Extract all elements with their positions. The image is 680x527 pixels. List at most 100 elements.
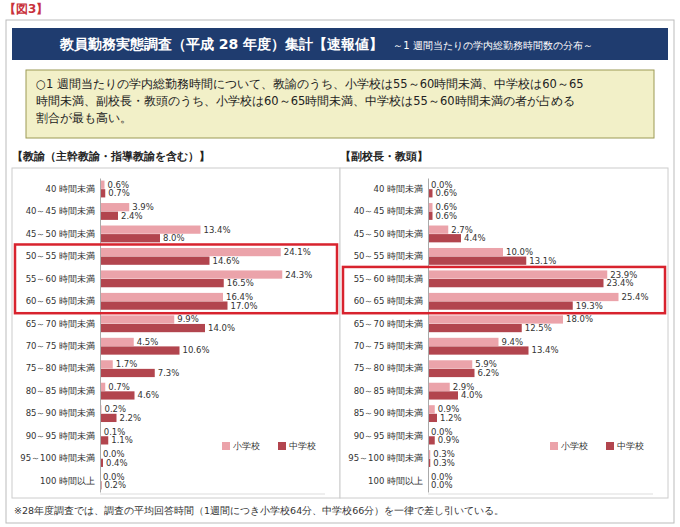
data-label: 19.3% bbox=[576, 301, 603, 311]
tick-label: 45～50 時間未満 bbox=[26, 229, 95, 239]
tick: 80～85 時間未満 bbox=[26, 386, 100, 396]
axis-line bbox=[428, 179, 429, 493]
highlight-frame bbox=[15, 244, 337, 313]
bars bbox=[100, 181, 282, 490]
data-label: 23.4% bbox=[607, 278, 634, 288]
axis-line bbox=[100, 179, 101, 493]
tick-label: 75～80 時間未満 bbox=[354, 363, 423, 373]
tick: 75～80 時間未満 bbox=[26, 363, 100, 373]
bar bbox=[428, 391, 458, 399]
bar bbox=[100, 391, 135, 399]
data-label: 4.5% bbox=[137, 337, 159, 347]
banner bbox=[12, 28, 668, 60]
x-axis-line bbox=[428, 494, 653, 495]
data-label: 0.3% bbox=[433, 458, 455, 468]
bar bbox=[100, 234, 160, 242]
tick-label: 45～50 時間未満 bbox=[354, 229, 423, 239]
x-axis-line bbox=[100, 494, 325, 495]
data-label: 16.5% bbox=[227, 278, 254, 288]
tick-label: 60～65 時間未満 bbox=[26, 296, 95, 306]
bar bbox=[428, 414, 437, 422]
bar bbox=[428, 383, 450, 391]
legend-label: 中学校 bbox=[617, 441, 644, 451]
data-label: 12.5% bbox=[525, 323, 552, 333]
plot-frame bbox=[12, 168, 340, 498]
bar bbox=[100, 315, 174, 323]
data-label: 1.7% bbox=[116, 359, 138, 369]
bar bbox=[428, 226, 448, 234]
data-label: 18.0% bbox=[566, 314, 593, 324]
data-label: 0.6% bbox=[436, 188, 458, 198]
tick: 100 時間以上 bbox=[40, 476, 100, 486]
legend-label: 中学校 bbox=[289, 441, 316, 451]
data-label: 24.1% bbox=[284, 247, 311, 257]
bar bbox=[428, 436, 435, 444]
tick-label: 95～100 時間未満 bbox=[20, 453, 95, 463]
bar bbox=[428, 301, 573, 309]
legend-label: 小学校 bbox=[561, 441, 588, 451]
tick: 40 時間未満 bbox=[373, 184, 428, 194]
tick-label: 50～55 時間未満 bbox=[26, 251, 95, 261]
bar bbox=[100, 414, 117, 422]
tick: 50～55 時間未満 bbox=[354, 251, 428, 261]
banner-text: 教員勤務実態調査（平成 28 年度）集計【速報値】～1 週間当たりの学内総勤務時… bbox=[59, 36, 593, 52]
data-label: 6.2% bbox=[478, 368, 500, 378]
data-label: 4.0% bbox=[461, 390, 483, 400]
bar bbox=[100, 369, 155, 377]
bar bbox=[100, 212, 118, 220]
data-label: 10.6% bbox=[183, 345, 210, 355]
data-label: 1.2% bbox=[440, 413, 462, 423]
tick: 45～50 時間未満 bbox=[26, 229, 100, 239]
tick: 75～80 時間未満 bbox=[354, 363, 428, 373]
data-label: 2.4% bbox=[121, 211, 143, 221]
footnote: ※28年度調査では、調査の平均回答時間（1週間につき小学校64分、中学校66分）… bbox=[14, 505, 504, 516]
data-label: 2.2% bbox=[120, 413, 142, 423]
tick: 95～100 時間未満 bbox=[348, 453, 428, 463]
tick-label: 70～75 時間未満 bbox=[354, 341, 423, 351]
legend: 小学校 中学校 bbox=[550, 441, 644, 451]
tick: 80～85 時間未満 bbox=[354, 386, 428, 396]
bar bbox=[100, 248, 281, 256]
tick-label: 70～75 時間未満 bbox=[26, 341, 95, 351]
bar bbox=[100, 324, 205, 332]
bar bbox=[100, 301, 228, 309]
tick-label: 100 時間以上 bbox=[368, 476, 423, 486]
tick-label: 55～60 時間未満 bbox=[26, 274, 95, 284]
data-labels: 0.0%0.6%2.7%10.0%23.9%25.4%18.0%9.4%5.9%… bbox=[431, 180, 649, 491]
tick-label: 40～45 時間未満 bbox=[26, 206, 95, 216]
tick: 60～65 時間未満 bbox=[354, 296, 428, 306]
tick-label: 65～70 時間未満 bbox=[26, 318, 95, 328]
data-label: 0.6% bbox=[436, 211, 458, 221]
data-label: 0.0% bbox=[431, 480, 453, 490]
data-label: 1.1% bbox=[111, 435, 133, 445]
tick: 85～90 時間未満 bbox=[354, 408, 428, 418]
bar bbox=[428, 338, 499, 346]
tick: 90～95 時間未満 bbox=[26, 431, 100, 441]
bar bbox=[428, 346, 529, 354]
tick: 40～45 時間未満 bbox=[354, 206, 428, 216]
tick-label: 65～70 時間未満 bbox=[354, 318, 423, 328]
data-label: 0.7% bbox=[108, 188, 130, 198]
tick: 70～75 時間未満 bbox=[26, 341, 100, 351]
chart-title: 【副校長・教頭】 bbox=[340, 150, 428, 163]
legend-swatch bbox=[278, 442, 286, 450]
legend: 小学校中学校 bbox=[222, 441, 316, 451]
tick-label: 55～60 時間未満 bbox=[354, 274, 423, 284]
bars bbox=[428, 189, 619, 467]
tick: 50～55 時間未満 bbox=[26, 251, 100, 261]
tick: 45～50 時間未満 bbox=[354, 229, 428, 239]
tick: 100 時間以上 bbox=[368, 476, 428, 486]
tick-label: 40 時間未満 bbox=[45, 184, 95, 194]
bar bbox=[100, 257, 210, 265]
bar bbox=[100, 293, 223, 301]
tick-label: 75～80 時間未満 bbox=[26, 363, 95, 373]
bar bbox=[428, 324, 522, 332]
data-label: 14.0% bbox=[208, 323, 235, 333]
data-label: 9.9% bbox=[177, 314, 199, 324]
legend-swatch bbox=[550, 442, 558, 450]
data-label: 14.6% bbox=[213, 256, 240, 266]
summary-line: ○1 週間当たりの学内総勤務時間について、教諭のうち、小学校は55～60時間未満… bbox=[36, 77, 584, 91]
bar bbox=[428, 248, 503, 256]
data-label: 24.3% bbox=[285, 270, 312, 280]
data-label: 13.4% bbox=[532, 345, 559, 355]
